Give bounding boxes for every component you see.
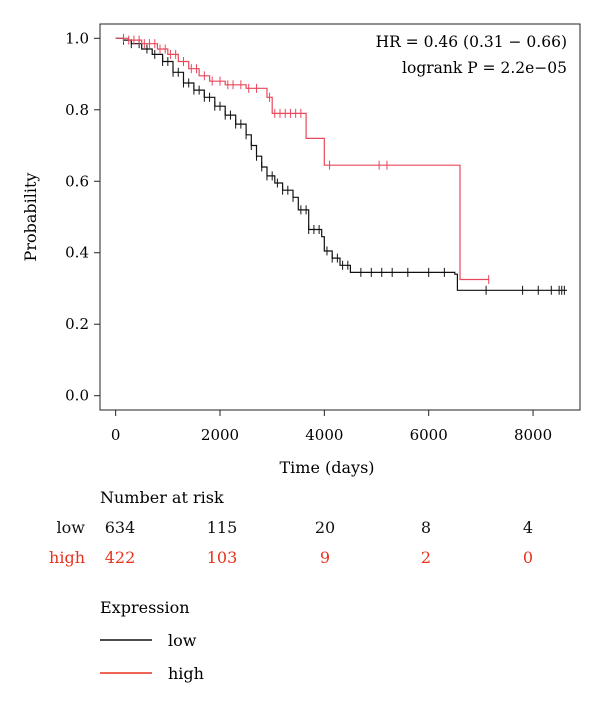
- plot-frame: [99, 23, 581, 411]
- risk-low-1: 115: [207, 518, 238, 537]
- risk-high-3: 2: [421, 548, 431, 567]
- risk-high-1: 103: [207, 548, 238, 567]
- logrank-annotation: logrank P = 2.2e−05: [402, 59, 567, 77]
- risk-low-2: 20: [315, 518, 335, 537]
- risk-high-0: 422: [105, 548, 136, 567]
- x-tick-label: 8000: [514, 426, 552, 444]
- series-layer: [115, 33, 567, 295]
- risk-high-4: 0: [523, 548, 533, 567]
- risk-table-title: Number at risk: [100, 488, 224, 507]
- y-tick-label: 0.8: [65, 101, 89, 119]
- y-tick-label: 1.0: [65, 29, 89, 47]
- x-tick-label: 4000: [305, 426, 343, 444]
- survival-curve-high: [115, 37, 489, 281]
- risk-low-3: 8: [421, 518, 431, 537]
- x-tick-label: 2000: [201, 426, 239, 444]
- y-tick-label: 0.6: [65, 172, 89, 190]
- risk-low-4: 4: [523, 518, 533, 537]
- x-axis: 0 2000 4000 6000 8000: [111, 410, 552, 444]
- y-tick-label: 0.0: [65, 387, 89, 405]
- x-tick-label: 6000: [410, 426, 448, 444]
- risk-low-0: 634: [105, 518, 136, 537]
- x-tick-label: 0: [111, 426, 121, 444]
- legend-title: Expression: [100, 598, 190, 617]
- legend-high-label: high: [168, 664, 204, 683]
- y-tick-label: 0.2: [65, 315, 89, 333]
- x-axis-label: Time (days): [279, 458, 374, 477]
- y-axis: 0.0 0.2 0.4 0.6 0.8 1.0: [65, 29, 100, 405]
- y-tick-label: 0.4: [65, 244, 89, 262]
- risk-row-low-label: low: [57, 518, 86, 537]
- hr-annotation: HR = 0.46 (0.31 − 0.66): [376, 33, 567, 51]
- y-axis-label: Probability: [21, 173, 40, 262]
- risk-row-high-label: high: [49, 548, 85, 567]
- risk-high-2: 9: [320, 548, 330, 567]
- legend-low-label: low: [168, 631, 197, 650]
